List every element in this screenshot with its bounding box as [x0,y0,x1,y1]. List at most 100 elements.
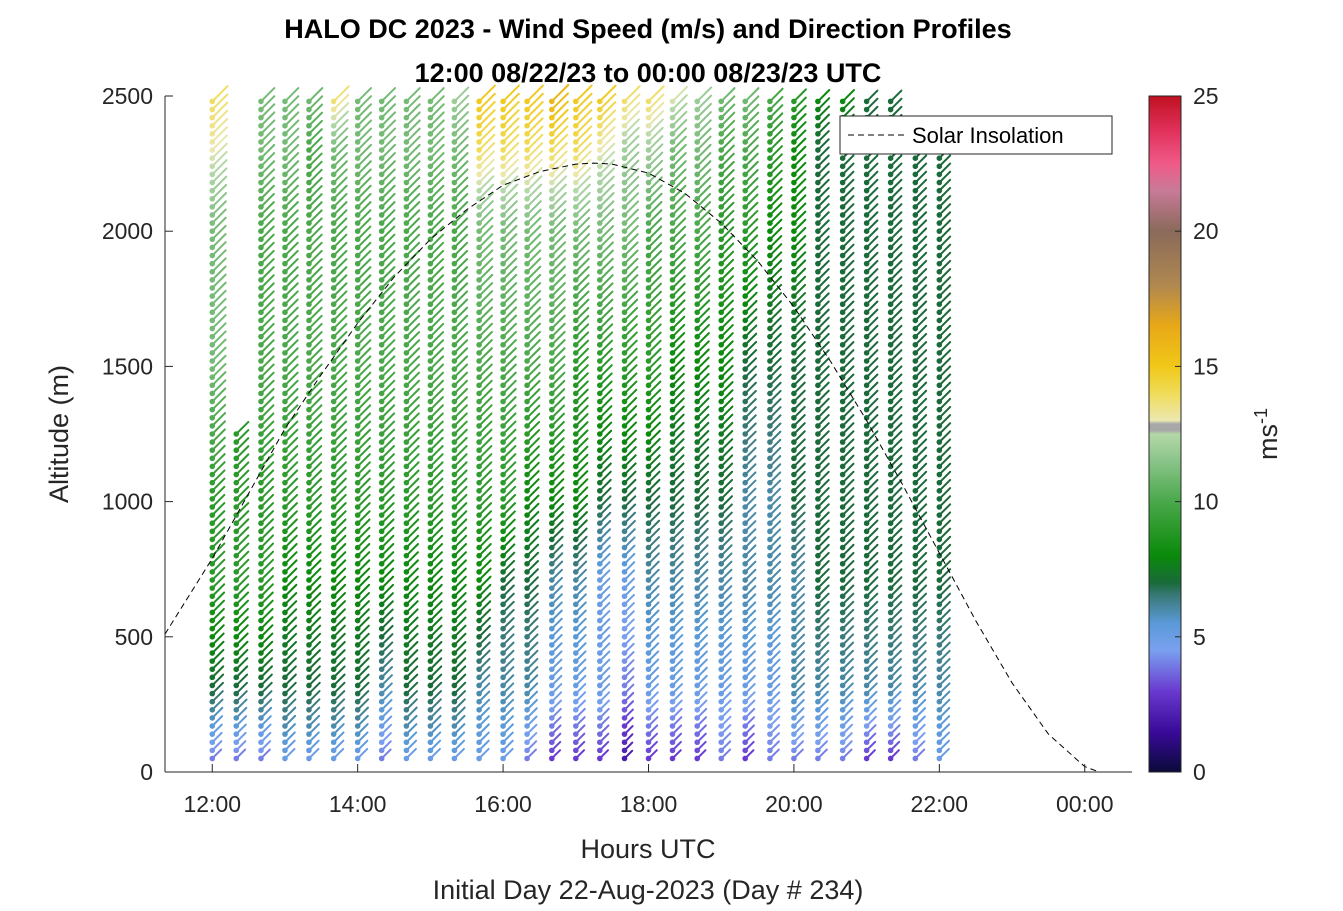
wind-barb-head [258,285,264,291]
wind-barb-head [596,114,603,121]
wind-barb [768,136,784,152]
wind-barb-head [258,723,264,729]
wind-barb-head [451,244,458,251]
wind-barb-head [258,98,264,105]
wind-barb-head [718,163,725,170]
wind-barb-head [621,431,628,437]
wind-barb [453,143,469,160]
wind-barb-head [815,122,821,129]
wind-barb [332,290,348,306]
wind-barb-head [500,698,506,705]
wind-barb-head [912,496,919,502]
wind-barb-head [791,212,797,218]
wind-barb-head [863,634,870,640]
wind-barb-head [645,650,652,656]
wind-barb-head [694,220,701,226]
wind-barb-head [500,325,506,332]
wind-barb-head [524,723,530,729]
wind-barb-head [306,528,312,535]
wind-barb-head [912,204,919,210]
wind-barb-head [354,642,361,648]
wind-barb-head [694,447,701,454]
wind-barb-head [791,155,797,161]
wind-barb-head [694,634,701,640]
wind-barb-head [718,715,725,721]
wind-barb [356,249,372,265]
wind-barb-head [403,731,410,737]
wind-barb-head [378,715,385,721]
wind-barb-head [791,666,797,673]
wind-barb-head [209,569,216,575]
wind-barb [332,502,347,517]
wind-barb [623,175,640,192]
wind-barb-head [718,252,725,259]
wind-barb-head [524,536,530,543]
wind-barb-head [815,244,821,251]
wind-barb [356,461,371,476]
wind-barb [671,233,687,249]
wind-barb-head [815,317,821,324]
wind-barb-head [572,617,579,624]
wind-barb [259,127,276,143]
wind-barb-head [767,512,773,518]
wind-barb-head [936,682,943,689]
wind-barb [744,201,759,216]
wind-barb-head [694,569,701,575]
wind-barb-head [524,414,530,421]
wind-barb-head [791,333,797,340]
wind-barb-head [936,414,943,421]
wind-barb [429,306,445,322]
wind-barb-head [815,536,821,543]
wind-barb-head [936,171,943,178]
wind-barb-head [403,585,410,591]
wind-barb [598,200,615,216]
wind-barb [259,160,276,176]
wind-barb-head [451,317,458,324]
wind-barb [259,152,276,168]
wind-barb-head [258,187,264,194]
wind-barb [429,371,445,387]
wind-barb-head [282,398,288,405]
wind-barb-head [912,260,919,267]
wind-barb-head [621,634,628,640]
wind-barb-head [330,536,337,543]
wind-barb-head [887,674,894,681]
wind-barb-head [887,479,894,486]
wind-barb [307,436,323,452]
wind-barb [356,445,371,460]
wind-barb-head [863,496,870,502]
wind-barb-head [209,236,216,243]
wind-barb-head [209,447,216,454]
wind-barb-head [621,585,628,591]
wind-barb-head [742,544,748,551]
wind-barb-head [839,512,846,518]
wind-barb-head [354,455,361,462]
wind-barb-head [645,642,652,648]
wind-barb-head [815,544,821,551]
wind-barb [526,298,542,314]
wind-barb-head [549,204,555,210]
wind-barb [283,241,299,257]
wind-barb [574,92,593,111]
wind-barb-head [936,747,943,754]
wind-barb-head [694,585,701,591]
wind-barb [429,436,444,452]
wind-barb [550,83,570,103]
wind-barb [283,412,299,427]
wind-barb [307,412,323,427]
wind-barb-head [282,317,288,324]
wind-barb-head [306,431,312,437]
wind-barb [502,428,517,444]
wind-barb-head [912,439,919,445]
wind-barb [235,542,250,557]
wind-barb-head [839,625,846,632]
wind-barb-head [403,520,410,527]
wind-barb-head [549,106,555,113]
wind-barb [526,355,541,371]
wind-barb [259,282,275,298]
wind-barb [526,216,542,233]
wind-barb [696,258,711,273]
wind-barb [211,101,229,119]
wind-barb-head [282,682,288,689]
wind-barb-head [549,358,555,364]
